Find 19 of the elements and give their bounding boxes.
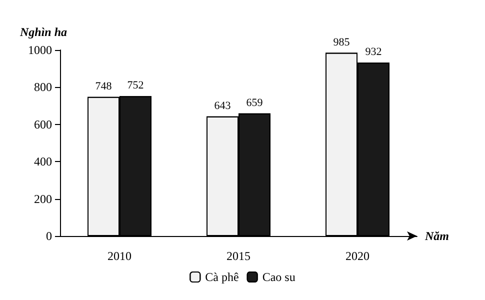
data-label: 659: [246, 96, 264, 109]
y-tick-label: 600: [34, 117, 52, 132]
x-tick-label: 2010: [108, 249, 132, 263]
x-axis-title: Năm: [424, 229, 449, 243]
data-label: 985: [333, 36, 350, 48]
y-tick-label: 1000: [28, 43, 52, 57]
x-tick-label: 2020: [346, 249, 370, 263]
legend-label: Cao su: [262, 270, 296, 284]
y-tick-label: 800: [34, 80, 52, 94]
data-label: 752: [127, 80, 144, 92]
y-axis-title: Nghìn ha: [19, 25, 68, 39]
y-tick-label: 200: [34, 192, 52, 206]
y-tick-label: 0: [46, 229, 52, 243]
legend-label: Cà phê: [205, 270, 239, 284]
data-label: 932: [365, 46, 382, 58]
data-label: 748: [95, 80, 112, 92]
y-tick-label: 400: [34, 154, 52, 169]
data-label: 643: [214, 100, 232, 112]
x-tick-label: 2015: [226, 249, 250, 263]
